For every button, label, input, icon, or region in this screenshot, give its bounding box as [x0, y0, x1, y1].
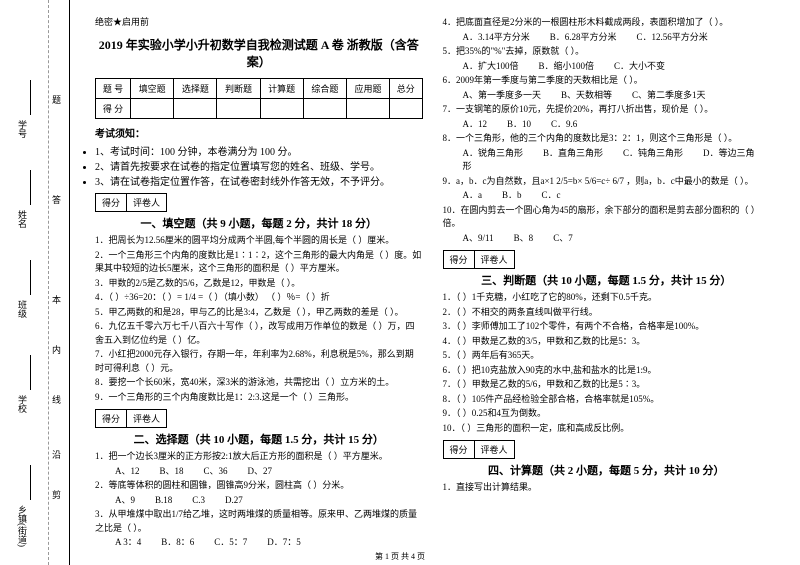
choice-question: 9．a，b．c为自然数，且a×1 2/5=b× 5/6=c÷ 6/7 ，则a，b…: [443, 175, 771, 189]
section-2-right: 4．把底面直径是2分米的一根圆柱形木料截成两段，表面积增加了（ ）。A．3.14…: [443, 16, 771, 245]
choice-options: A．锐角三角形B．直角三角形C．钝角三角形D．等边三角形: [463, 147, 771, 174]
choice-question: 7．一支钢笔的原价10元，先提价20%，再打八折出售，现价是（ ）。: [443, 103, 771, 117]
judge-question: 8．（ ）105件产品经检验全部合格，合格率就是105%。: [443, 393, 771, 407]
section-3-title: 三、判断题（共 10 小题，每题 1.5 分，共计 15 分）: [443, 272, 771, 288]
notice-item: 2、请首先按要求在试卷的指定位置填写您的姓名、班级、学号。: [95, 158, 423, 173]
notice-item: 3、请在试卷指定位置作答，在试卷密封线外作答无效，不予评分。: [95, 173, 423, 188]
choice-question: 10．在圆内剪去一个圆心角为45的扇形，余下部分的面积是剪去部分面积的（ ）倍。: [443, 204, 771, 231]
section-2-questions: 1．把一个边长3厘米的正方形按2:1放大后正方形的面积是（ ）平方厘米。A、12…: [95, 450, 423, 550]
notice-heading: 考试须知：: [95, 125, 423, 140]
fill-question: 8．要挖一个长60米，宽40米，深3米的游泳池，共需挖出（ ）立方米的土。: [95, 376, 423, 390]
grader-box: 得分 评卷人: [443, 440, 771, 459]
score-header: 计算题: [260, 79, 303, 99]
choice-question: 6．2009年第一季度与第二季度的天数相比是（ ）。: [443, 74, 771, 88]
secret-label: 绝密★启用前: [95, 15, 423, 28]
judge-question: 3．（ ）李师傅加工了102个零件，有两个不合格，合格率是100%。: [443, 320, 771, 334]
judge-question: 7．（ ）甲数是乙数的5/6，甲数和乙数的比是5∶3。: [443, 378, 771, 392]
judge-question: 5．（ ）两年后有365天。: [443, 349, 771, 363]
choice-options: A．aB．bC．c: [463, 189, 771, 203]
choice-options: A、9B.18C.3D.27: [115, 494, 423, 508]
choice-options: A．扩大100倍B．缩小100倍C．大小不变: [463, 60, 771, 74]
choice-question: 4．把底面直径是2分米的一根圆柱形木料截成两段，表面积增加了（ ）。: [443, 16, 771, 30]
margin-char: 题: [50, 95, 63, 104]
choice-question: 5．把35%的"%"去掉，原数就（ ）。: [443, 45, 771, 59]
fill-question: 9．一个三角形的三个内角度数比是1：2:3.这是一个（ ）三角形。: [95, 391, 423, 405]
judge-question: 10．（ ）三角形的面积一定，底和高成反比例。: [443, 422, 771, 436]
notice-item: 1、考试时间：100 分钟，本卷满分为 100 分。: [95, 143, 423, 158]
grader-box: 得分 评卷人: [95, 409, 423, 428]
judge-question: 1．（ ）1千克糖，小红吃了它的80%，还剩下0.5千克。: [443, 291, 771, 305]
section-3-questions: 1．（ ）1千克糖，小红吃了它的80%，还剩下0.5千克。2．（ ）不相交的两条…: [443, 291, 771, 435]
margin-field-label: 姓名: [16, 210, 29, 228]
fill-question: 7．小红把2000元存入银行，存期一年，年利率为2.68%，利息税是5%，那么到…: [95, 348, 423, 375]
choice-question: 1．把一个边长3厘米的正方形按2:1放大后正方形的面积是（ ）平方厘米。: [95, 450, 423, 464]
choice-question: 2．等底等体积的圆柱和圆锥，圆锥高9分米，圆柱高（ ）分米。: [95, 479, 423, 493]
margin-field-label: 学号: [16, 120, 29, 138]
choice-options: A、第一季度多一天B、天数相等C、第二季度多1天: [463, 89, 771, 103]
score-header: 判断题: [217, 79, 260, 99]
section-1-title: 一、填空题（共 9 小题，每题 2 分，共计 18 分）: [95, 215, 423, 231]
choice-options: A 3：4B．8：6C．5：7D．7：5: [115, 536, 423, 550]
choice-options: A、9/11B、8C、7: [463, 232, 771, 246]
content-area: 绝密★启用前 2019 年实验小学小升初数学自我检测试题 A 卷 浙教版（含答案…: [70, 0, 800, 565]
judge-question: 9．（ ）0.25和4互为倒数。: [443, 407, 771, 421]
margin-field-label: 班级: [16, 300, 29, 318]
choice-options: A、12B、18C、36D、27: [115, 465, 423, 479]
dashed-line: [48, 0, 49, 565]
right-column: 4．把底面直径是2分米的一根圆柱形木料截成两段，表面积增加了（ ）。A．3.14…: [433, 15, 781, 560]
grader-name: 评卷人: [127, 193, 167, 212]
score-header: 总分: [390, 79, 422, 99]
margin-char: 本: [50, 295, 63, 304]
section-4-questions: 1．直接写出计算结果。: [443, 481, 771, 495]
score-header: 填空题: [131, 79, 174, 99]
margin-field-label: 乡镇(街道): [16, 505, 29, 547]
judge-question: 2．（ ）不相交的两条直线叫做平行线。: [443, 306, 771, 320]
score-header: 应用题: [346, 79, 389, 99]
score-header: 选择题: [174, 79, 217, 99]
choice-question: 8．一个三角形，他的三个内角的度数比是3：2：1，则这个三角形是（ ）。: [443, 132, 771, 146]
choice-question: 3．从甲堆煤中取出1/7给乙堆，这时两堆煤的质量相等。原来甲、乙两堆煤的质量之比…: [95, 508, 423, 535]
binding-margin: 剪 沿 线 内 本 答 题 乡镇(街道) 学校 班级 姓名 学号: [0, 0, 70, 565]
margin-char: 答: [50, 195, 63, 204]
margin-char: 内: [50, 345, 63, 354]
page-footer: 第 1 页 共 4 页: [0, 551, 800, 562]
section-4-title: 四、计算题（共 2 小题，每题 5 分，共计 10 分）: [443, 462, 771, 478]
margin-char: 线: [50, 395, 63, 404]
choice-options: A．12B．10C．9.6: [463, 118, 771, 132]
fill-question: 3．甲数的2/5是乙数的5/6，乙数是12，甲数是（ ）。: [95, 277, 423, 291]
left-column: 绝密★启用前 2019 年实验小学小升初数学自我检测试题 A 卷 浙教版（含答案…: [85, 15, 433, 560]
score-header: 题 号: [96, 79, 131, 99]
choice-options: A．3.14平方分米B．6.28平方分米C．12.56平方分米: [463, 31, 771, 45]
fill-question: 6．九亿五千零六万七千八百六十写作（ ），改写成用万作单位的数是（ ）万，四舍五…: [95, 320, 423, 347]
fill-question: 2．一个三角形三个内角的度数比是1∶1∶2，这个三角形的最大内角是（ ）度。如果…: [95, 249, 423, 276]
grader-box: 得分 评卷人: [443, 250, 771, 269]
notice-list: 1、考试时间：100 分钟，本卷满分为 100 分。2、请首先按要求在试卷的指定…: [95, 143, 423, 188]
section-2-title: 二、选择题（共 10 小题，每题 1.5 分，共计 15 分）: [95, 431, 423, 447]
margin-char: 沿: [50, 450, 63, 459]
judge-question: 6．（ ）把10克盐放入90克的水中,盐和盐水的比是1:9。: [443, 364, 771, 378]
judge-question: 4．（ ）甲数是乙数的3/5，甲数和乙数的比是5：3。: [443, 335, 771, 349]
margin-char: 剪: [50, 490, 63, 499]
fill-question: 1．把周长为12.56厘米的圆平均分成两个半圆,每个半圆的周长是（ ）厘米。: [95, 234, 423, 248]
fill-question: 5．甲乙两数的和是28，甲与乙的比是3:4，乙数是（ ），甲乙两数的差是（ ）。: [95, 306, 423, 320]
section-1-questions: 1．把周长为12.56厘米的圆平均分成两个半圆,每个半圆的周长是（ ）厘米。2．…: [95, 234, 423, 404]
exam-title: 2019 年实验小学小升初数学自我检测试题 A 卷 浙教版（含答案）: [95, 36, 423, 70]
calc-question: 1．直接写出计算结果。: [443, 481, 771, 495]
grader-score: 得分: [95, 193, 127, 212]
score-table: 题 号填空题选择题判断题计算题综合题应用题总分 得 分: [95, 78, 423, 119]
grader-box: 得分 评卷人: [95, 193, 423, 212]
score-header: 综合题: [303, 79, 346, 99]
fill-question: 4．（ ）÷36=20：（ ）= 1/4 =（ ）（填小数） （ ）％=（ ）折: [95, 291, 423, 305]
margin-field-label: 学校: [16, 395, 29, 413]
